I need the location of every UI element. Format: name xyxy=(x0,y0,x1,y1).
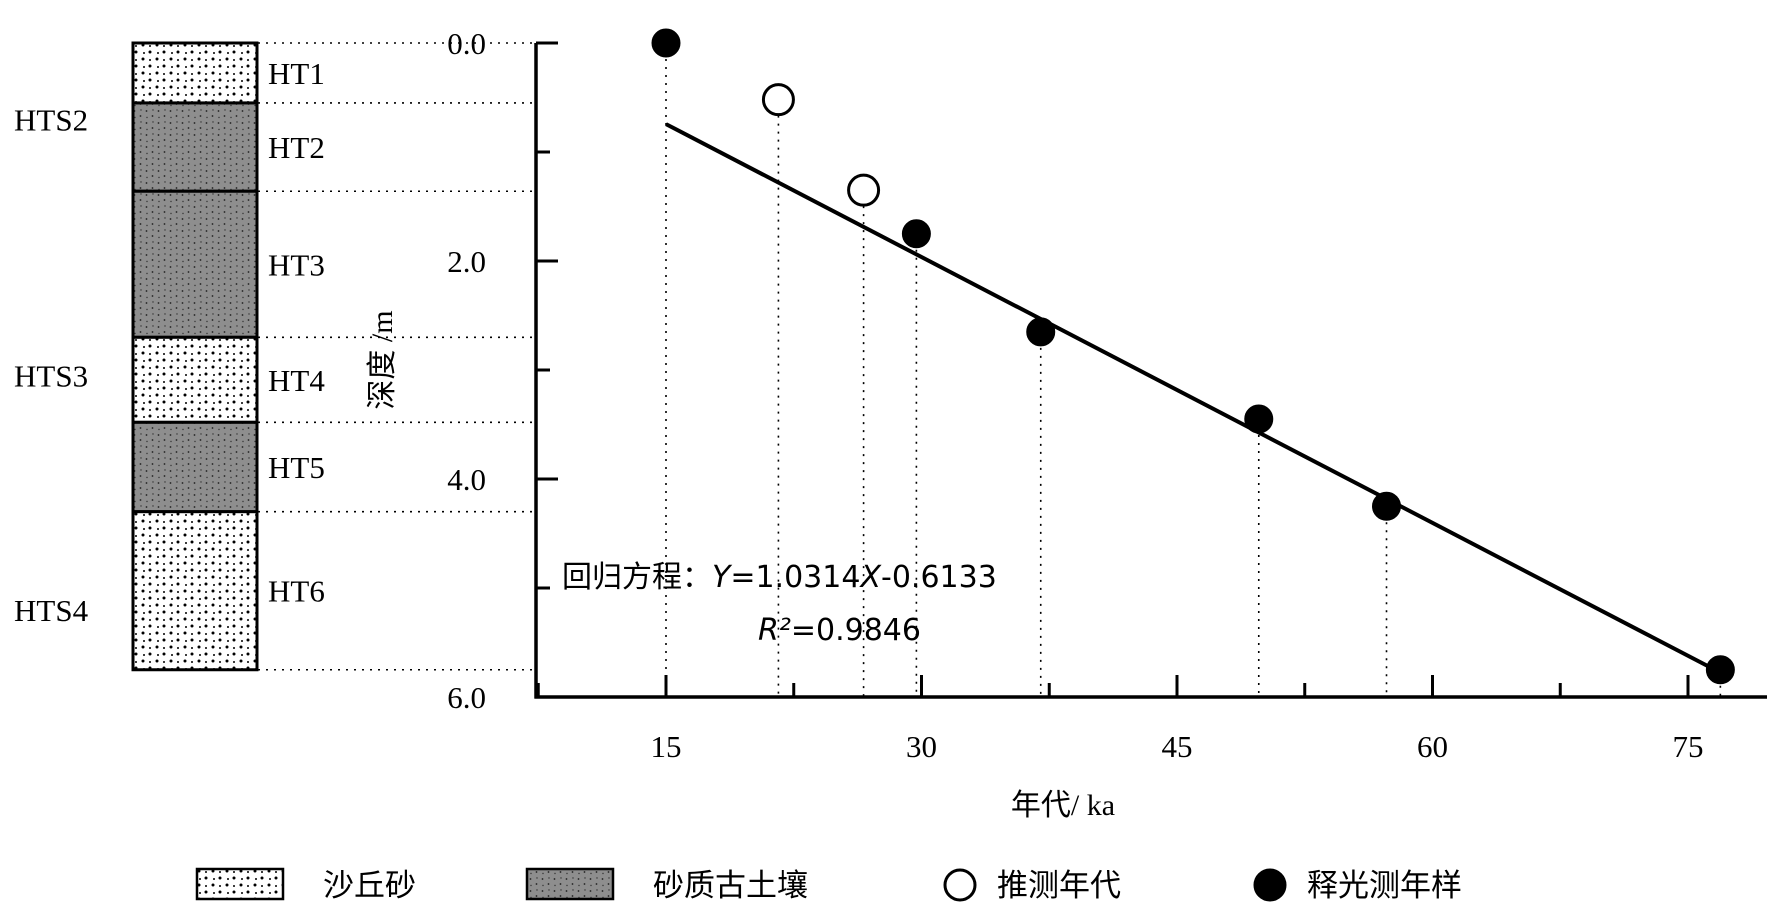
unit-label: HT2 xyxy=(268,130,325,165)
x-tick-label: 75 xyxy=(1673,729,1704,764)
stratum-label: HTS3 xyxy=(14,358,88,393)
y-tick-label: 6.0 xyxy=(447,680,486,715)
reference-lines xyxy=(258,42,1722,697)
unit-label: HT1 xyxy=(268,56,325,91)
estimated-age-point xyxy=(761,83,795,117)
y-tick-label: 4.0 xyxy=(447,462,486,497)
y-tick-label: 2.0 xyxy=(447,244,486,279)
svg-text:R²=0.9846: R²=0.9846 xyxy=(758,613,921,648)
legend: 沙丘砂 砂质古土壤 推测年代 释光测年样 xyxy=(195,867,1462,904)
column-unit xyxy=(131,420,259,514)
osl-sample-point xyxy=(1372,491,1402,521)
legend-marker-filled-circle xyxy=(1253,868,1287,902)
x-tick-label: 45 xyxy=(1162,729,1193,764)
regression-line-path xyxy=(665,122,1727,678)
column-unit xyxy=(131,189,259,339)
osl-sample-point xyxy=(1026,317,1056,347)
legend-marker-open-circle xyxy=(943,868,977,902)
regression-line xyxy=(665,122,1727,678)
legend-swatch-sand xyxy=(195,867,285,901)
unit-label: HT6 xyxy=(268,574,325,609)
r2-value: =0.9846 xyxy=(791,613,921,648)
x-axis-label: 年代/ ka xyxy=(1011,789,1115,822)
equation-y-symbol: Y xyxy=(712,560,733,595)
legend-label: 释光测年样 xyxy=(1307,868,1462,904)
unit-label: HT4 xyxy=(268,363,325,398)
equation-intercept: -0.6133 xyxy=(881,560,997,595)
osl-sample-point xyxy=(1705,655,1735,685)
unit-label: HT3 xyxy=(268,247,325,282)
legend-label: 砂质古土壤 xyxy=(653,868,808,904)
equation-slope: =1.0314 xyxy=(730,560,860,595)
y-tick-label: 0.0 xyxy=(447,26,486,61)
regression-equation: 回归方程：Y=1.0314X-0.6133 R²=0.9846 xyxy=(562,560,997,648)
equation-prefix: 回归方程： xyxy=(562,560,712,595)
svg-text:回归方程：Y=1.0314X-0.6133: 回归方程：Y=1.0314X-0.6133 xyxy=(562,560,997,595)
unit-label: HT5 xyxy=(268,450,325,485)
legend-label: 沙丘砂 xyxy=(323,868,416,904)
osl-sample-point xyxy=(901,219,931,249)
estimated-age-point xyxy=(847,173,881,207)
strata-labels: HTS2 HTS3 HTS4 xyxy=(14,102,89,628)
axes: 0.0 2.0 4.0 6.0 15 30 45 60 75 xyxy=(447,26,1767,764)
x-tick-label: 60 xyxy=(1417,729,1448,764)
stratigraphic-column: HT1 HT2 HT3 HT4 HT5 HT6 xyxy=(131,41,325,672)
x-tick-label: 15 xyxy=(651,729,682,764)
osl-sample-point xyxy=(1244,404,1274,434)
column-unit xyxy=(131,510,259,672)
r2-symbol: R² xyxy=(758,613,791,648)
data-points xyxy=(651,28,1735,685)
equation-x-symbol: X xyxy=(858,560,882,595)
column-unit xyxy=(131,41,259,105)
x-tick-label: 30 xyxy=(906,729,937,764)
stratum-label: HTS4 xyxy=(14,593,89,628)
column-unit xyxy=(131,335,259,424)
osl-sample-point xyxy=(651,28,681,58)
y-axis-label: 深度 /m xyxy=(366,310,399,409)
stratum-label: HTS2 xyxy=(14,102,88,137)
legend-swatch-soil xyxy=(525,867,615,901)
column-unit xyxy=(131,101,259,193)
legend-label: 推测年代 xyxy=(997,868,1121,904)
